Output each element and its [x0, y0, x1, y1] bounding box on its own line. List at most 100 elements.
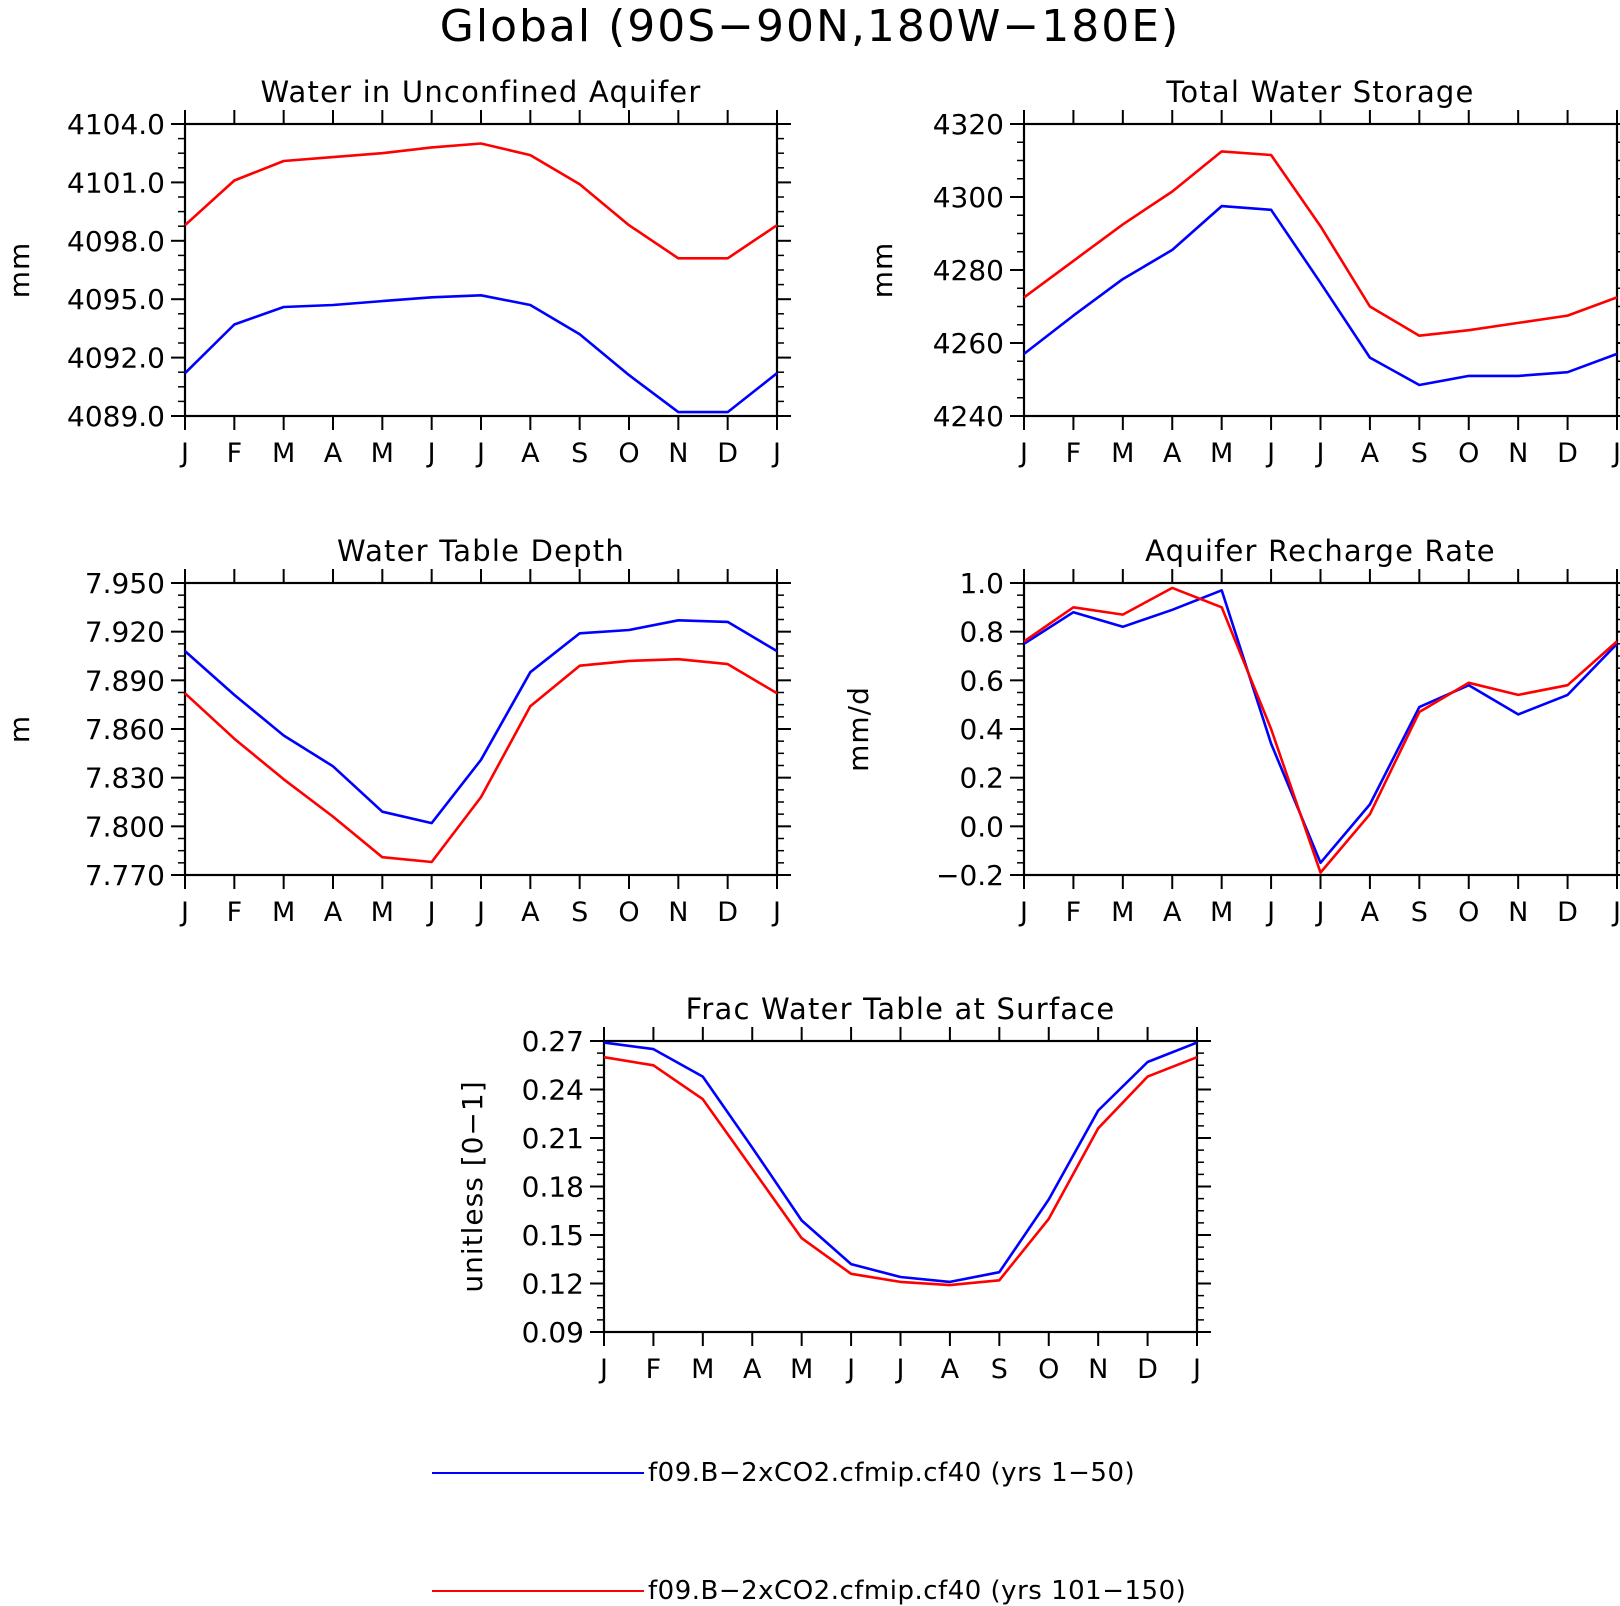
x-tick-label: J [426, 438, 436, 469]
y-tick-label: 4320 [933, 108, 1004, 141]
x-tick-label: J [1265, 438, 1275, 469]
x-tick-label: D [717, 897, 738, 928]
y-axis-label: unitless [0−1] [456, 1080, 489, 1292]
panel-title: Total Water Storage [1165, 75, 1474, 109]
y-tick-label: 4089.0 [67, 400, 165, 433]
x-tick-label: J [475, 438, 485, 469]
x-tick-label: M [272, 438, 295, 469]
panel-title: Frac Water Table at Surface [686, 992, 1116, 1026]
y-axis-label: mm [3, 242, 36, 299]
x-tick-label: F [227, 897, 243, 928]
y-tick-label: −0.2 [936, 859, 1004, 892]
y-axis-label: mm [866, 242, 899, 299]
y-tick-label: 0.21 [522, 1122, 584, 1155]
y-tick-label: 0.2 [959, 762, 1004, 795]
x-tick-label: A [1163, 438, 1182, 469]
x-tick-label: M [1111, 438, 1134, 469]
series-line-blue [1023, 588, 1618, 865]
x-tick-label: A [521, 897, 540, 928]
x-tick-label: D [1137, 1354, 1158, 1385]
series-line-red [184, 657, 778, 864]
x-tick-label: J [1018, 438, 1028, 469]
y-tick-label: 0.15 [522, 1219, 584, 1252]
x-tick-label: J [1265, 897, 1275, 928]
x-tick-label: J [598, 1354, 608, 1385]
y-tick-label: 0.12 [522, 1268, 584, 1301]
x-tick-label: M [1111, 897, 1134, 928]
y-tick-label: 0.0 [959, 810, 1004, 843]
x-tick-label: A [1361, 438, 1380, 469]
panel-1: J F M A M J J A S O N D J4089.04092.04095.04098.0410… [3, 75, 791, 469]
x-tick-label: M [790, 1354, 813, 1385]
x-tick-label: N [1508, 438, 1528, 469]
x-tick-label: J [475, 897, 485, 928]
x-tick-label: F [227, 438, 243, 469]
x-tick-label: S [1411, 438, 1428, 469]
x-tick-label: O [1458, 897, 1479, 928]
plot-frame [1022, 581, 1619, 877]
x-tick-label: A [521, 438, 540, 469]
x-tick-label: S [571, 897, 588, 928]
series-line-red [603, 1055, 1198, 1287]
x-tick-label: A [324, 438, 343, 469]
x-tick-label: M [1210, 897, 1233, 928]
y-tick-label: 0.8 [959, 616, 1004, 649]
x-tick-label: J [426, 897, 436, 928]
panel-title: Water Table Depth [337, 534, 625, 568]
x-tick-label: N [1088, 1354, 1108, 1385]
series-line-blue [603, 1041, 1198, 1284]
y-tick-label: 7.950 [85, 567, 165, 600]
plot-frame [183, 122, 779, 418]
x-tick-label: D [1557, 897, 1578, 928]
x-tick-label: M [272, 897, 295, 928]
x-tick-label: J [1315, 438, 1325, 469]
series-line-blue [184, 618, 778, 825]
x-tick-label: J [1611, 897, 1620, 928]
x-tick-label: N [1508, 897, 1528, 928]
y-tick-label: 7.770 [85, 859, 165, 892]
x-tick-label: J [771, 438, 781, 469]
plot-frame [1022, 122, 1619, 418]
x-tick-label: A [743, 1354, 762, 1385]
y-tick-label: 4240 [933, 400, 1004, 433]
plot-frame [602, 1039, 1199, 1334]
x-tick-label: O [618, 897, 639, 928]
y-tick-label: 4300 [933, 181, 1004, 214]
x-tick-label: O [618, 438, 639, 469]
y-tick-label: 4092.0 [67, 342, 165, 375]
x-tick-label: J [1191, 1354, 1201, 1385]
panel-title: Water in Unconfined Aquifer [261, 75, 702, 109]
x-tick-label: O [1038, 1354, 1059, 1385]
x-tick-label: A [941, 1354, 960, 1385]
panel-title: Aquifer Recharge Rate [1145, 534, 1496, 568]
y-tick-label: 0.6 [959, 664, 1004, 697]
panel-4: J F M A M J J A S O N D J−0.20.00.20.40.60.81.0Aquif… [842, 534, 1620, 928]
y-tick-label: 4101.0 [67, 166, 165, 199]
series-line-blue [184, 293, 778, 414]
y-tick-label: 7.860 [85, 713, 165, 746]
x-tick-label: J [179, 897, 189, 928]
y-tick-label: 7.800 [85, 810, 165, 843]
x-tick-label: J [1315, 897, 1325, 928]
y-tick-label: 0.18 [522, 1171, 584, 1204]
y-tick-label: 1.0 [959, 567, 1004, 600]
panel-5: J F M A M J J A S O N D J0.090.120.150.180.210.240.2… [456, 992, 1211, 1385]
y-tick-label: 7.830 [85, 762, 165, 795]
y-tick-label: 0.24 [522, 1074, 584, 1107]
x-tick-label: F [1066, 897, 1082, 928]
x-tick-label: D [717, 438, 738, 469]
x-tick-label: A [1163, 897, 1182, 928]
series-line-red [1023, 150, 1618, 338]
x-tick-label: J [771, 897, 781, 928]
x-tick-label: F [1066, 438, 1082, 469]
y-axis-label: mm/d [842, 686, 875, 772]
x-tick-label: S [991, 1354, 1008, 1385]
x-tick-label: A [324, 897, 343, 928]
x-tick-label: F [646, 1354, 662, 1385]
y-tick-label: 0.09 [522, 1316, 584, 1349]
x-tick-label: J [1611, 438, 1620, 469]
x-tick-label: D [1557, 438, 1578, 469]
